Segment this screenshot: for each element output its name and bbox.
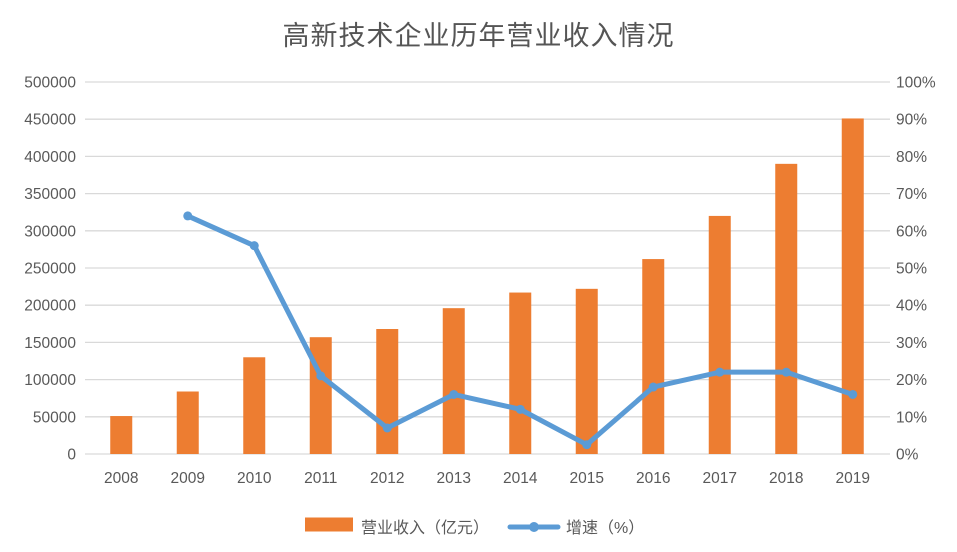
revenue-bar xyxy=(243,357,266,454)
right-axis-tick-label: 100% xyxy=(896,75,936,92)
left-axis-tick-label: 150000 xyxy=(24,335,76,352)
right-axis-tick-label: 90% xyxy=(896,112,927,129)
x-axis-tick-label: 2017 xyxy=(703,470,737,487)
legend-growth-label: 增速（%） xyxy=(566,519,644,537)
growth-line-marker xyxy=(249,241,259,251)
right-axis-tick-label: 40% xyxy=(896,298,927,315)
revenue-bar xyxy=(775,163,798,454)
left-axis-tick-label: 500000 xyxy=(24,75,76,92)
growth-line-marker xyxy=(515,404,525,414)
x-axis-tick-label: 2012 xyxy=(370,470,404,487)
revenue-bar xyxy=(110,416,133,454)
growth-line-marker xyxy=(382,423,392,433)
left-axis-tick-label: 300000 xyxy=(24,223,76,240)
revenue-bar xyxy=(309,337,332,454)
right-axis-tick-label: 0% xyxy=(896,447,919,464)
revenue-bar xyxy=(176,391,199,454)
legend-growth-marker xyxy=(529,522,539,532)
right-axis-tick-label: 60% xyxy=(896,223,927,240)
left-axis-tick-label: 400000 xyxy=(24,149,76,166)
growth-line-marker xyxy=(781,367,791,377)
right-axis-tick-label: 20% xyxy=(896,372,927,389)
left-axis-tick-label: 100000 xyxy=(24,372,76,389)
revenue-bar xyxy=(708,215,731,454)
revenue-bar xyxy=(575,288,598,454)
chart-title: 高新技术企业历年营业收入情况 xyxy=(282,21,675,52)
legend-revenue-label: 营业收入（亿元） xyxy=(361,519,489,537)
left-axis-tick-label: 0 xyxy=(67,447,76,464)
left-axis-tick-label: 350000 xyxy=(24,186,76,203)
growth-line-marker xyxy=(648,382,658,392)
growth-line-marker xyxy=(183,211,193,221)
right-axis-tick-label: 50% xyxy=(896,261,927,278)
revenue-bar xyxy=(509,292,532,454)
left-axis-tick-label: 50000 xyxy=(33,409,76,426)
x-axis-tick-label: 2011 xyxy=(304,470,337,487)
growth-line-marker xyxy=(848,389,858,399)
x-axis-tick-label: 2016 xyxy=(636,470,670,487)
right-axis-tick-label: 10% xyxy=(896,409,927,426)
revenue-bar xyxy=(376,329,399,454)
x-axis-tick-label: 2014 xyxy=(503,470,538,487)
growth-line-marker xyxy=(316,371,326,381)
right-axis-tick-label: 70% xyxy=(896,186,927,203)
revenue-bar xyxy=(841,118,864,455)
right-axis-tick-label: 80% xyxy=(896,149,927,166)
right-axis-tick-label: 30% xyxy=(896,335,927,352)
x-axis-tick-label: 2008 xyxy=(104,470,138,487)
left-axis-tick-label: 250000 xyxy=(24,261,76,278)
x-axis-tick-label: 2009 xyxy=(171,470,205,487)
x-axis-tick-label: 2018 xyxy=(769,470,803,487)
x-axis-tick-label: 2013 xyxy=(437,470,471,487)
left-axis-tick-label: 200000 xyxy=(24,298,76,315)
x-axis-tick-label: 2010 xyxy=(237,470,272,487)
left-axis-tick-label: 450000 xyxy=(24,112,76,129)
x-axis-tick-label: 2019 xyxy=(836,470,870,487)
growth-line-marker xyxy=(715,367,725,377)
x-axis-tick-label: 2015 xyxy=(570,470,604,487)
revenue-bar xyxy=(442,308,465,454)
growth-line-marker xyxy=(582,440,592,450)
growth-line-marker xyxy=(449,389,459,399)
revenue-bar xyxy=(642,259,665,454)
legend-revenue-swatch xyxy=(305,517,353,532)
chart-legend: 营业收入（亿元） 增速（%） xyxy=(305,517,644,537)
